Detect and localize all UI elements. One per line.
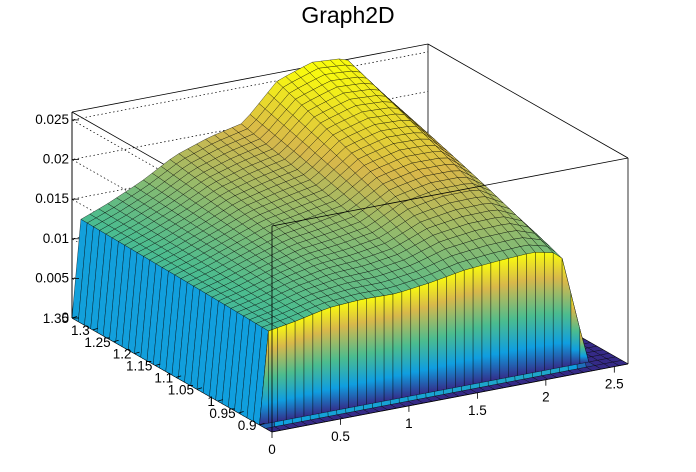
z-tick-label: 0.025	[35, 112, 69, 127]
surface-wall-cell	[535, 252, 545, 373]
surface-wall-cell	[401, 288, 411, 398]
x-axis: 0 0.5 1 1.5 2 2.5	[268, 366, 624, 457]
surface-wall-cell	[357, 298, 367, 407]
y-tick-mark	[155, 363, 161, 366]
surface-wall-cell	[339, 302, 349, 410]
y-tick-label: 1.15	[126, 359, 152, 374]
x-tick-label: 2	[542, 390, 550, 405]
surface-wall-cell	[579, 329, 590, 364]
box-edge	[271, 157, 629, 227]
surface-wall-cell	[410, 285, 420, 397]
y-tick-label: 1.1	[154, 370, 173, 385]
y-tick-mark	[134, 351, 140, 355]
y-tick-label: 0.95	[209, 406, 235, 421]
y-tick-mark	[71, 316, 78, 319]
x-tick-label: 2.5	[605, 377, 624, 392]
y-tick-mark	[92, 327, 98, 331]
y-tick-label: 1.3	[71, 323, 90, 338]
y-tick-label: 1	[207, 394, 215, 409]
surface-wall-cell	[437, 276, 447, 392]
surface-wall-cell	[499, 258, 509, 380]
y-tick-mark	[113, 339, 119, 343]
y-tick-mark	[217, 399, 223, 402]
surface-wall-cell	[277, 324, 287, 422]
surface-wall-cell	[517, 253, 527, 376]
surface-wall-cell	[303, 313, 314, 417]
x-tick-label: 0.5	[331, 429, 350, 444]
y-tick-mark	[259, 422, 265, 426]
surface-wall-cell	[383, 293, 394, 402]
y-tick-label: 1.35	[43, 311, 69, 326]
surface-wall-cell	[455, 269, 465, 388]
z-tick-label: 0.005	[35, 270, 69, 285]
x-tick-label: 1.5	[468, 403, 487, 418]
surface-wall-cell	[490, 260, 500, 381]
surface-wall-cell	[375, 295, 385, 404]
surface-wall-cell	[544, 252, 554, 371]
surface-wall-cell	[392, 291, 403, 400]
surface-wall-cell	[419, 282, 429, 395]
surface-wall-cell	[481, 262, 492, 383]
surface-wall-cell	[366, 296, 376, 405]
y-tick-label: 0.9	[238, 418, 257, 433]
box-edge	[427, 43, 629, 159]
surface-wall-cell	[553, 252, 563, 370]
box-edge	[271, 363, 629, 433]
z-tick-label: 0	[61, 310, 69, 325]
z-tick-label: 0.015	[35, 191, 69, 206]
surface-wall-cell	[570, 293, 581, 366]
x-tick-label: 1	[405, 416, 413, 431]
surface-wall-cell	[526, 252, 536, 375]
surface-wall-cell	[446, 273, 456, 390]
y-tick-label: 1.2	[113, 347, 132, 362]
y-axis: 0.90.951 1.051.11.151.21.251.31.35	[43, 311, 265, 433]
surface-wall-cell	[508, 255, 518, 378]
y-tick-label: 1.05	[168, 382, 194, 397]
z-axis: 0 0.005 0.01 0.015 0.02 0.025	[35, 112, 79, 325]
z-tick-label: 0.01	[43, 231, 69, 246]
surface-wall-cell	[330, 304, 340, 412]
chart-title: Graph2D	[301, 2, 395, 28]
surface-wall-cell	[294, 317, 305, 419]
surface-wall-cell	[312, 310, 322, 415]
surface-wall-cell	[428, 279, 438, 393]
y-tick-mark	[176, 375, 182, 378]
surface-wall-cell	[321, 307, 331, 414]
box-front-edges	[271, 157, 629, 433]
y-tick-mark	[196, 387, 203, 390]
surface-wall-cell	[561, 258, 572, 368]
surface-wall-cell	[464, 267, 474, 387]
z-tick-label: 0.02	[43, 152, 69, 167]
surface-wall-cell	[472, 265, 483, 385]
y-tick-mark	[238, 411, 244, 414]
box-edge	[71, 43, 429, 113]
surface-mesh	[71, 58, 629, 433]
surface-wall-cell	[268, 327, 278, 424]
y-tick-label: 1.25	[84, 335, 110, 350]
surface-wall-cell	[286, 321, 296, 421]
surface-wall-cell	[348, 300, 358, 409]
x-tick-label: 0	[268, 442, 276, 457]
